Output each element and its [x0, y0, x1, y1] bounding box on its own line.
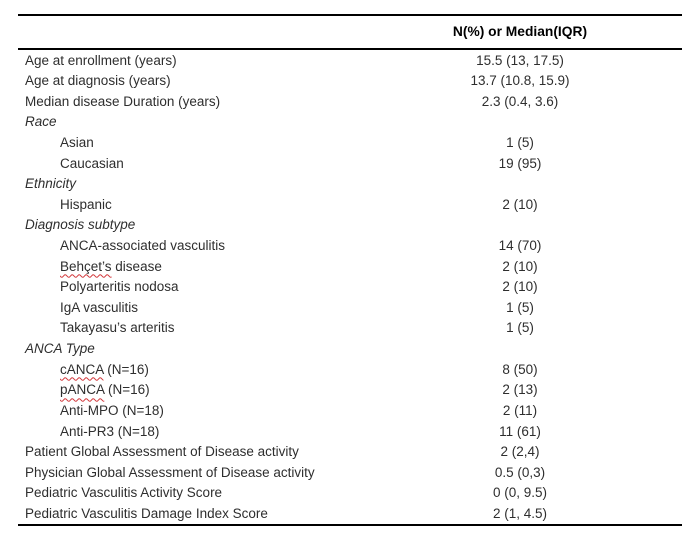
row-value: 13.7 (10.8, 15.9) — [470, 73, 570, 89]
table-row: Patient Global Assessment of Disease act… — [18, 442, 682, 463]
table-header-row: N(%) or Median(IQR) — [18, 14, 682, 50]
row-label: Polyarteritis nodosa — [60, 279, 179, 295]
row-value: 2.3 (0.4, 3.6) — [481, 93, 559, 109]
header-value-column: N(%) or Median(IQR) — [452, 24, 588, 40]
table-row: pANCA (N=16) 2 (13) — [18, 380, 682, 401]
table-row: Takayasu’s arteritis 1 (5) — [18, 318, 682, 339]
row-label: Age at enrollment (years) — [25, 52, 177, 68]
row-value: 0 (0, 9.5) — [492, 485, 548, 501]
table-body: Age at enrollment (years) 15.5 (13, 17.5… — [18, 50, 682, 526]
row-value: 1 (5) — [506, 299, 534, 315]
misspelled-word: cANCA — [60, 361, 104, 377]
table-row: Pediatric Vasculitis Damage Index Score … — [18, 503, 682, 524]
patient-characteristics-table: N(%) or Median(IQR) Age at enrollment (y… — [18, 14, 682, 526]
row-value: 2 (10) — [502, 279, 538, 295]
row-label: Age at diagnosis (years) — [25, 73, 171, 89]
row-value: 14 (70) — [498, 238, 542, 254]
row-label: cANCA (N=16) — [18, 361, 358, 377]
row-label-rest: disease — [111, 258, 162, 274]
row-label: Asian — [60, 134, 94, 150]
row-label-rest: (N=16) — [103, 361, 149, 377]
misspelled-word: pANCA — [60, 382, 105, 398]
table-row: Caucasian 19 (95) — [18, 153, 682, 174]
table-group-row: Diagnosis subtype — [18, 215, 682, 236]
table-row: Polyarteritis nodosa 2 (10) — [18, 277, 682, 298]
row-label: Pediatric Vasculitis Damage Index Score — [25, 505, 268, 521]
row-value: 2 (10) — [502, 196, 538, 212]
row-label: Behçet’s disease — [18, 258, 358, 274]
group-row-label: Ethnicity — [25, 176, 77, 192]
row-label: pANCA (N=16) — [18, 383, 358, 397]
table-row: Anti-PR3 (N=18) 11 (61) — [18, 421, 682, 442]
misspelled-word: Behçet’s — [60, 258, 112, 274]
row-label: ANCA-associated vasculitis — [60, 238, 226, 254]
group-row-label: Race — [25, 114, 57, 130]
row-label: Hispanic — [60, 196, 112, 212]
table-row: Age at diagnosis (years) 13.7 (10.8, 15.… — [18, 71, 682, 92]
row-value: 15.5 (13, 17.5) — [476, 52, 564, 68]
row-value: 2 (11) — [502, 402, 538, 418]
table-row: Pediatric Vasculitis Activity Score 0 (0… — [18, 483, 682, 504]
table-row: Asian 1 (5) — [18, 132, 682, 153]
table-row: IgA vasculitis 1 (5) — [18, 297, 682, 318]
table-row: cANCA (N=16) 8 (50) — [18, 359, 682, 380]
row-label: Caucasian — [60, 155, 124, 171]
row-value: 2 (2,4) — [500, 444, 540, 460]
group-row-label: ANCA Type — [25, 341, 95, 357]
row-value: 2 (10) — [502, 258, 538, 274]
row-label: IgA vasculitis — [60, 299, 139, 315]
row-value: 2 (1, 4.5) — [492, 505, 548, 521]
row-value: 19 (95) — [498, 155, 542, 171]
row-label: Median disease Duration (years) — [25, 93, 221, 109]
row-label: Takayasu’s arteritis — [60, 320, 175, 336]
table-row: Median disease Duration (years) 2.3 (0.4… — [18, 91, 682, 112]
table-row: Physician Global Assessment of Disease a… — [18, 462, 682, 483]
table-row: Hispanic 2 (10) — [18, 194, 682, 215]
row-value: 1 (5) — [506, 134, 534, 150]
row-value: 8 (50) — [502, 361, 538, 377]
table-row: Behçet’s disease 2 (10) — [18, 256, 682, 277]
row-label: Anti-PR3 (N=18) — [60, 423, 160, 439]
table-group-row: ANCA Type — [18, 339, 682, 360]
table-group-row: Race — [18, 112, 682, 133]
table-row: Age at enrollment (years) 15.5 (13, 17.5… — [18, 50, 682, 71]
row-label-rest: (N=16) — [104, 382, 150, 398]
row-label: Patient Global Assessment of Disease act… — [25, 444, 299, 460]
row-label: Pediatric Vasculitis Activity Score — [25, 485, 223, 501]
row-value: 1 (5) — [506, 320, 534, 336]
table-row: ANCA-associated vasculitis 14 (70) — [18, 235, 682, 256]
row-value: 0.5 (0,3) — [494, 464, 546, 480]
table-row: Anti-MPO (N=18) 2 (11) — [18, 400, 682, 421]
row-value: 11 (61) — [499, 423, 541, 439]
table-group-row: Ethnicity — [18, 174, 682, 195]
row-label: Physician Global Assessment of Disease a… — [25, 464, 315, 480]
group-row-label: Diagnosis subtype — [25, 217, 136, 233]
row-label: Anti-MPO (N=18) — [60, 402, 164, 418]
row-value: 2 (13) — [502, 382, 538, 398]
